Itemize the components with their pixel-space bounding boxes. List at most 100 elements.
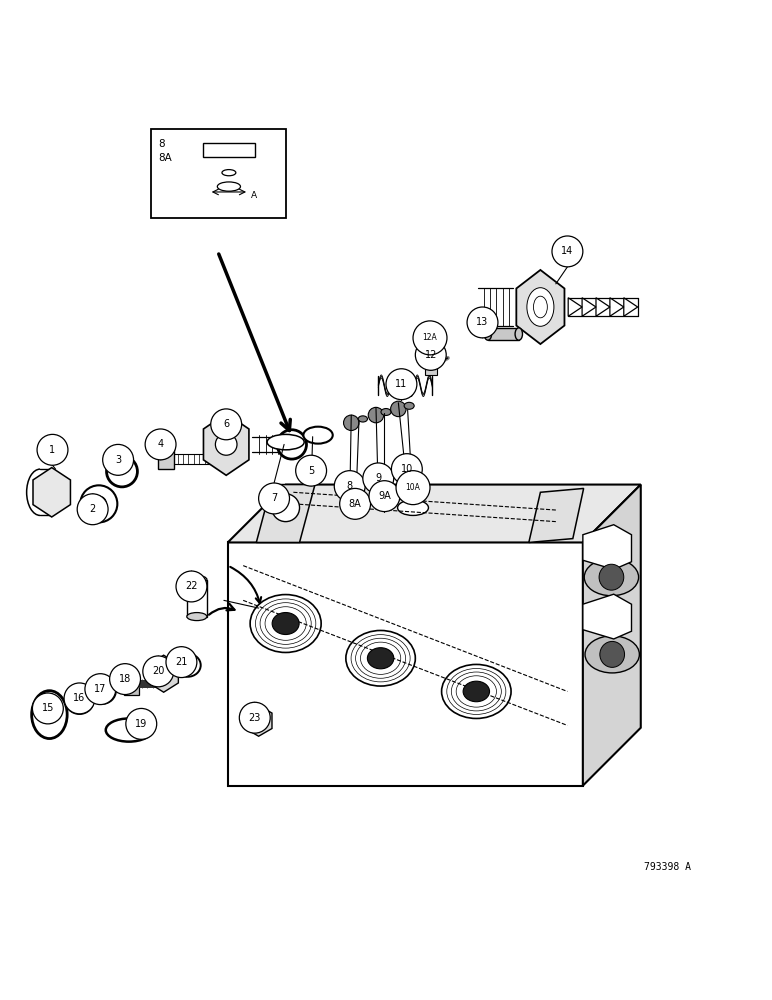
Circle shape bbox=[64, 683, 95, 714]
Ellipse shape bbox=[381, 409, 391, 415]
Polygon shape bbox=[583, 594, 631, 639]
Ellipse shape bbox=[260, 603, 311, 644]
Text: 10A: 10A bbox=[405, 483, 421, 492]
Ellipse shape bbox=[442, 664, 511, 718]
Circle shape bbox=[363, 463, 394, 494]
Polygon shape bbox=[516, 270, 564, 344]
Ellipse shape bbox=[174, 654, 201, 677]
FancyBboxPatch shape bbox=[425, 359, 437, 375]
Text: 8: 8 bbox=[347, 481, 353, 491]
Ellipse shape bbox=[303, 427, 333, 444]
Text: 9A: 9A bbox=[378, 491, 391, 501]
Text: 8: 8 bbox=[158, 139, 165, 149]
Text: 23: 23 bbox=[249, 713, 261, 723]
Polygon shape bbox=[583, 525, 631, 569]
Ellipse shape bbox=[346, 630, 415, 686]
Ellipse shape bbox=[182, 661, 193, 670]
Ellipse shape bbox=[356, 638, 405, 678]
Polygon shape bbox=[228, 542, 583, 786]
Text: 16: 16 bbox=[73, 693, 86, 703]
Ellipse shape bbox=[358, 416, 367, 422]
Ellipse shape bbox=[405, 402, 414, 409]
Polygon shape bbox=[245, 705, 272, 736]
Ellipse shape bbox=[187, 613, 207, 621]
Polygon shape bbox=[583, 485, 641, 786]
Text: 7: 7 bbox=[271, 493, 277, 503]
Ellipse shape bbox=[273, 613, 299, 635]
Ellipse shape bbox=[74, 696, 85, 706]
Ellipse shape bbox=[585, 636, 639, 673]
Text: 3: 3 bbox=[115, 455, 121, 465]
Ellipse shape bbox=[447, 668, 506, 714]
Circle shape bbox=[259, 483, 290, 514]
Circle shape bbox=[239, 702, 270, 733]
Text: 8A: 8A bbox=[349, 499, 361, 509]
Ellipse shape bbox=[32, 691, 67, 739]
Ellipse shape bbox=[463, 681, 489, 702]
Text: 793398 A: 793398 A bbox=[644, 862, 691, 872]
Ellipse shape bbox=[256, 599, 316, 648]
Ellipse shape bbox=[265, 607, 306, 640]
Circle shape bbox=[143, 656, 174, 687]
Circle shape bbox=[126, 708, 157, 739]
Ellipse shape bbox=[96, 686, 107, 696]
Circle shape bbox=[103, 444, 134, 475]
Text: 8A: 8A bbox=[158, 153, 172, 163]
Circle shape bbox=[415, 339, 446, 370]
Circle shape bbox=[386, 369, 417, 400]
Circle shape bbox=[176, 571, 207, 602]
Ellipse shape bbox=[250, 595, 321, 652]
FancyBboxPatch shape bbox=[202, 143, 255, 157]
Circle shape bbox=[272, 494, 300, 522]
Text: 4: 4 bbox=[157, 439, 164, 449]
Ellipse shape bbox=[277, 430, 306, 459]
Circle shape bbox=[252, 715, 265, 727]
Ellipse shape bbox=[91, 496, 107, 512]
Ellipse shape bbox=[361, 642, 401, 674]
Polygon shape bbox=[228, 485, 641, 542]
Ellipse shape bbox=[88, 678, 116, 704]
Text: 10: 10 bbox=[401, 464, 413, 474]
Circle shape bbox=[334, 471, 365, 502]
FancyBboxPatch shape bbox=[488, 328, 519, 340]
Text: 22: 22 bbox=[185, 581, 198, 591]
Ellipse shape bbox=[106, 718, 152, 742]
FancyBboxPatch shape bbox=[158, 446, 174, 469]
Circle shape bbox=[344, 415, 359, 431]
Circle shape bbox=[32, 693, 63, 724]
Circle shape bbox=[211, 409, 242, 440]
Circle shape bbox=[215, 434, 237, 455]
Circle shape bbox=[157, 667, 171, 681]
Ellipse shape bbox=[533, 296, 547, 318]
Ellipse shape bbox=[317, 429, 331, 437]
Circle shape bbox=[340, 488, 371, 519]
Polygon shape bbox=[256, 485, 315, 542]
Ellipse shape bbox=[367, 648, 394, 669]
Ellipse shape bbox=[600, 641, 625, 667]
Text: 5: 5 bbox=[308, 466, 314, 476]
Circle shape bbox=[369, 481, 400, 512]
Ellipse shape bbox=[527, 288, 554, 326]
Ellipse shape bbox=[599, 564, 624, 590]
Circle shape bbox=[296, 455, 327, 486]
Polygon shape bbox=[529, 488, 584, 542]
Ellipse shape bbox=[515, 328, 523, 340]
Circle shape bbox=[413, 321, 447, 355]
Circle shape bbox=[368, 407, 384, 423]
Circle shape bbox=[396, 471, 430, 505]
FancyBboxPatch shape bbox=[187, 580, 207, 617]
Polygon shape bbox=[204, 414, 249, 475]
Ellipse shape bbox=[452, 672, 501, 711]
Ellipse shape bbox=[66, 688, 93, 714]
Ellipse shape bbox=[267, 434, 304, 450]
Text: 17: 17 bbox=[94, 684, 107, 694]
Text: 15: 15 bbox=[42, 703, 54, 713]
Ellipse shape bbox=[187, 576, 207, 584]
Circle shape bbox=[110, 664, 141, 695]
Text: 12: 12 bbox=[425, 350, 437, 360]
Ellipse shape bbox=[222, 170, 236, 176]
Polygon shape bbox=[33, 468, 70, 517]
Circle shape bbox=[467, 307, 498, 338]
Polygon shape bbox=[149, 655, 178, 692]
FancyBboxPatch shape bbox=[124, 674, 139, 695]
